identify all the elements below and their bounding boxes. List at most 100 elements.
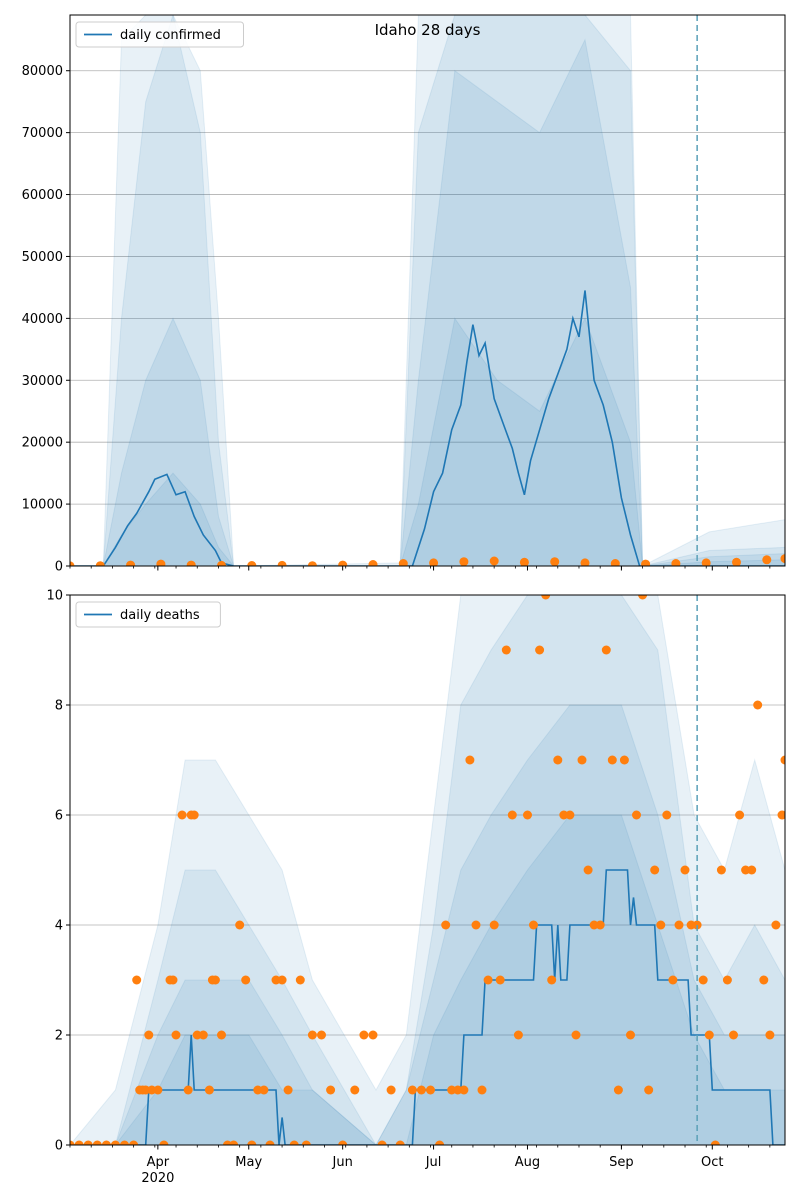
observed-point <box>301 1140 311 1145</box>
observed-point <box>177 810 187 820</box>
x-tick-label: Jun <box>332 1155 353 1170</box>
y-tick-label: 2 <box>55 1029 63 1044</box>
observed-point <box>656 920 666 930</box>
observed-point <box>70 1140 75 1145</box>
observed-point <box>701 558 711 566</box>
legend: daily confirmed <box>75 21 244 48</box>
deaths-panel: 0 2 4 6 8 10 Apr May Jun Jul Aug Sep Oct 2020 daily de… <box>46 589 786 1186</box>
observed-point <box>435 1140 445 1145</box>
observed-point <box>523 810 532 820</box>
observed-point <box>601 645 611 655</box>
y-tick-label: 0 <box>55 1139 63 1154</box>
observed-point <box>580 558 590 566</box>
observed-point <box>198 1030 208 1040</box>
observed-point <box>759 975 769 985</box>
x-tick-year-label: 2020 <box>141 1171 174 1186</box>
observed-point <box>680 865 690 875</box>
observed-point <box>407 1085 417 1095</box>
observed-point <box>704 1030 714 1040</box>
observed-point <box>277 560 287 566</box>
observed-point <box>338 1140 348 1145</box>
observed-point <box>416 1085 426 1095</box>
observed-point <box>489 920 499 930</box>
observed-point <box>295 975 305 985</box>
observed-point <box>771 920 781 930</box>
observed-point <box>429 558 439 566</box>
observed-point <box>368 1030 378 1040</box>
observed-point <box>607 755 617 765</box>
x-tick-label: Sep <box>609 1155 634 1170</box>
observed-point <box>747 865 757 875</box>
observed-point <box>289 1140 299 1145</box>
observed-point <box>595 920 605 930</box>
observed-point <box>553 755 563 765</box>
observed-point <box>735 810 745 820</box>
observed-point <box>350 1085 360 1095</box>
observed-point <box>156 559 166 566</box>
observed-point <box>529 920 538 930</box>
observed-point <box>513 1030 523 1040</box>
observed-point <box>780 755 785 765</box>
observed-point <box>171 1030 181 1040</box>
uncertainty-band-0 <box>70 595 785 1145</box>
observed-point <box>377 1140 387 1145</box>
observed-point <box>710 1140 720 1145</box>
observed-point <box>535 645 545 655</box>
observed-point <box>217 560 226 566</box>
observed-point <box>644 1085 654 1095</box>
observed-point <box>571 1030 581 1040</box>
observed-point <box>519 557 529 566</box>
axes-frame <box>69 594 786 1146</box>
observed-point <box>189 810 199 820</box>
observed-point <box>144 1030 154 1040</box>
y-tick-label: 80000 <box>22 64 63 79</box>
observed-point <box>317 1030 326 1040</box>
observed-point <box>565 810 575 820</box>
observed-point <box>398 559 408 566</box>
observed-point <box>619 755 629 765</box>
uncertainty-band-1 <box>70 15 785 566</box>
observed-point <box>674 920 684 930</box>
observed-point <box>641 559 651 566</box>
observed-point <box>247 561 257 566</box>
observed-point <box>74 1140 84 1145</box>
observed-point <box>110 1140 120 1145</box>
x-tick-label: May <box>235 1155 262 1170</box>
observed-point <box>507 810 517 820</box>
observed-point <box>168 975 178 985</box>
legend-box <box>75 601 221 628</box>
observed-point <box>183 1085 193 1095</box>
observed-point <box>626 1030 635 1040</box>
observed-point <box>753 700 763 710</box>
observed-point <box>338 560 348 566</box>
observed-point <box>229 1140 239 1145</box>
axes-frame <box>69 14 786 567</box>
observed-point <box>247 1140 257 1145</box>
observed-point <box>120 1140 129 1145</box>
observed-point <box>92 1140 102 1145</box>
y-tick-label: 10 <box>46 589 63 604</box>
y-tick-label: 50000 <box>22 250 63 265</box>
y-tick-label: 8 <box>55 699 63 714</box>
observed-point <box>765 1030 775 1040</box>
legend-box <box>75 21 244 48</box>
observed-point <box>477 1085 487 1095</box>
observed-point <box>70 561 75 566</box>
uncertainty-band-2 <box>70 704 785 1145</box>
uncertainty-band-3 <box>70 317 785 566</box>
x-tick-label: Apr <box>147 1155 170 1170</box>
x-tick-label: Oct <box>701 1155 723 1170</box>
observed-point <box>547 975 557 985</box>
observed-point <box>265 1140 275 1145</box>
y-tick-label: 70000 <box>22 126 63 141</box>
observed-point <box>217 1030 226 1040</box>
observed-point <box>671 559 681 566</box>
chart-title: Idaho 28 days <box>375 21 481 39</box>
observed-point <box>583 865 593 875</box>
observed-point <box>186 560 196 566</box>
observed-point <box>550 557 560 566</box>
observed-point <box>307 1030 317 1040</box>
observed-point <box>722 975 732 985</box>
observed-point <box>780 554 785 564</box>
